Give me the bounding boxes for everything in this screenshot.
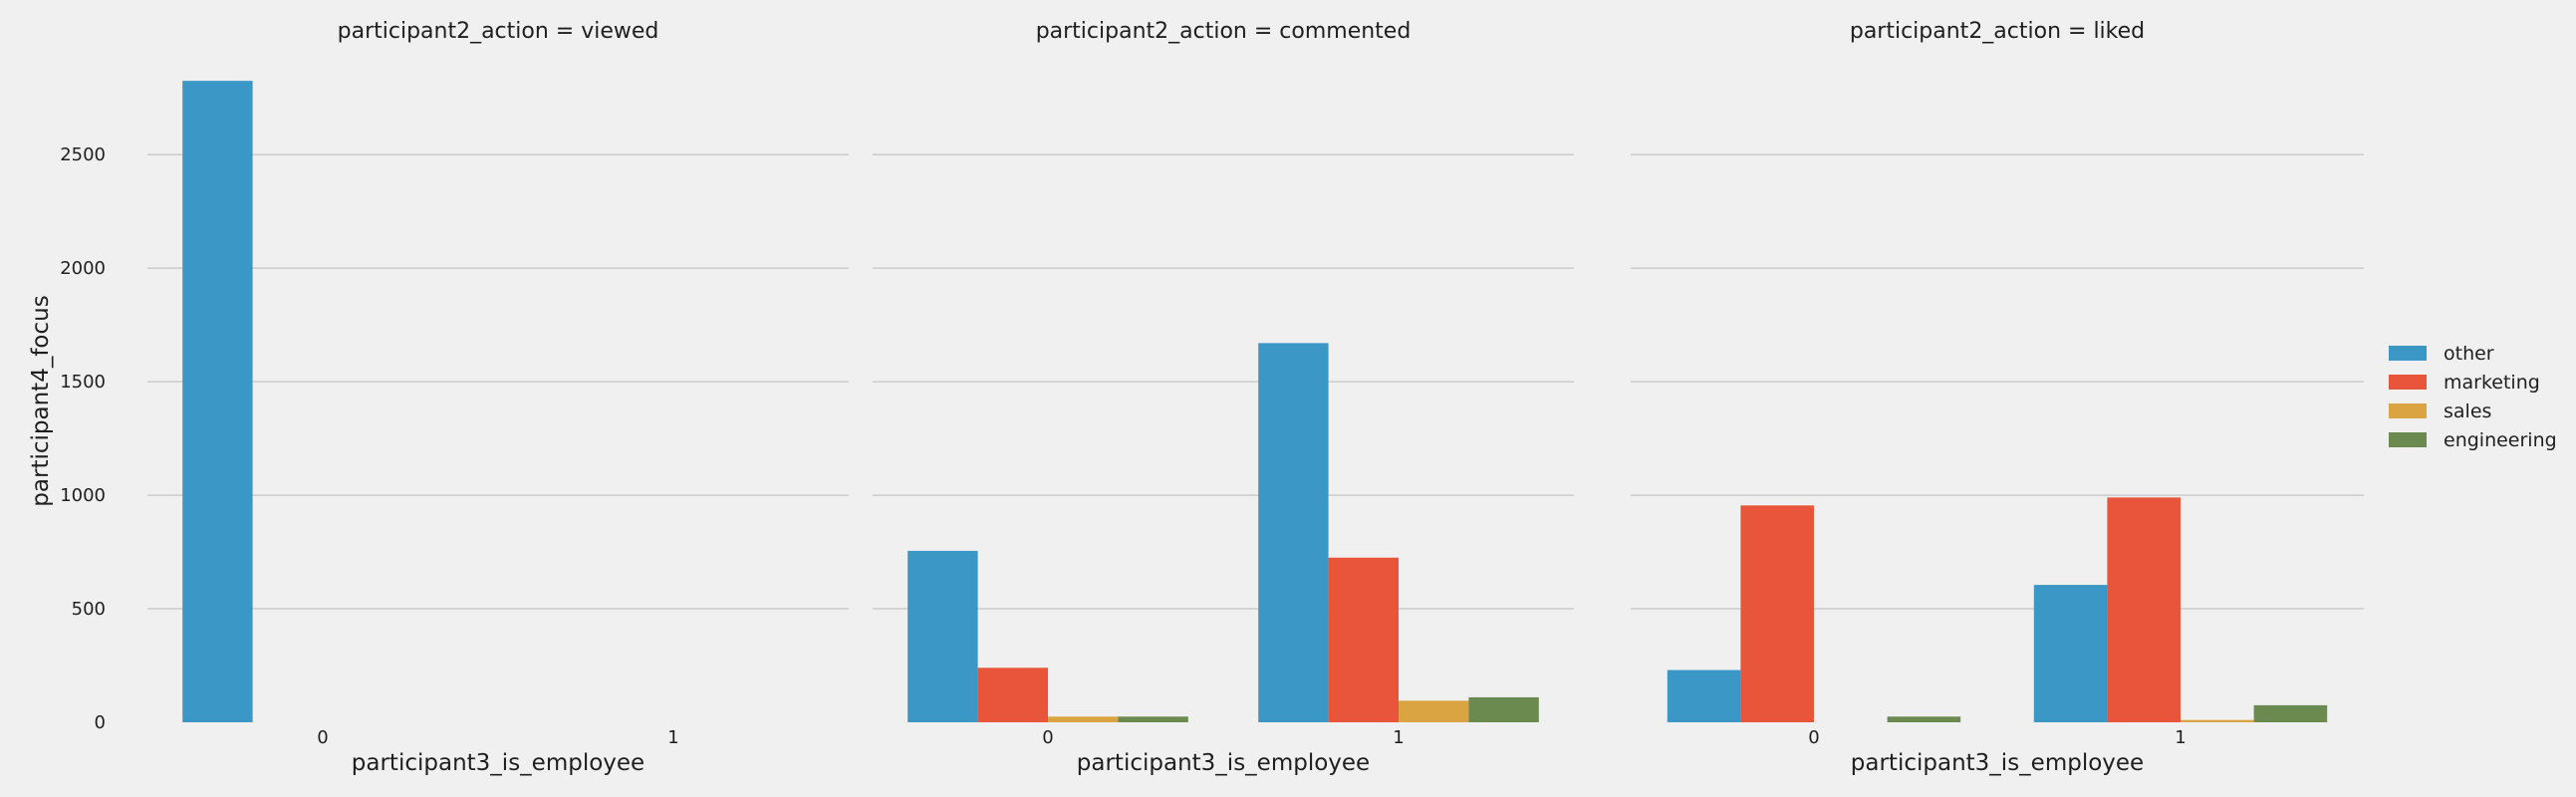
y-axis-label: participant4_focus xyxy=(28,295,54,506)
legend-label-engineering: engineering xyxy=(2444,429,2557,451)
y-tick-label: 2000 xyxy=(60,258,106,279)
bar-sales-1 xyxy=(2181,719,2254,722)
legend-swatch-other xyxy=(2389,346,2427,361)
bar-other-0 xyxy=(182,81,253,722)
bar-sales-0 xyxy=(1048,716,1119,722)
bar-engineering-1 xyxy=(1468,696,1539,722)
bar-other-0 xyxy=(1667,669,1741,722)
bar-marketing-1 xyxy=(2107,497,2181,722)
x-tick-label: 0 xyxy=(317,727,328,748)
bar-engineering-1 xyxy=(2253,704,2328,722)
x-tick-label: 1 xyxy=(1393,727,1404,748)
y-tick-label: 500 xyxy=(72,599,106,620)
x-axis-label: participant3_is_employee xyxy=(1077,750,1370,776)
bar-marketing-1 xyxy=(1328,557,1399,722)
x-axis-label: participant3_is_employee xyxy=(1851,750,2144,776)
y-tick-label: 2500 xyxy=(60,144,106,165)
legend-label-sales: sales xyxy=(2444,400,2491,422)
y-tick-label: 1000 xyxy=(60,485,106,506)
x-tick-label: 0 xyxy=(1042,727,1053,748)
legend-label-other: other xyxy=(2444,343,2494,365)
legend-swatch-engineering xyxy=(2389,432,2427,447)
bar-engineering-0 xyxy=(1887,716,1961,722)
panel-title: participant2_action = commented xyxy=(1036,19,1412,44)
bar-other-1 xyxy=(1258,343,1329,722)
x-tick-label: 1 xyxy=(667,727,678,748)
legend-swatch-marketing xyxy=(2389,375,2427,390)
y-tick-label: 0 xyxy=(95,712,106,733)
legend-label-marketing: marketing xyxy=(2444,372,2540,394)
x-tick-label: 1 xyxy=(2175,727,2186,748)
bar-sales-1 xyxy=(1399,700,1469,722)
bar-engineering-0 xyxy=(1118,716,1188,722)
x-axis-label: participant3_is_employee xyxy=(352,750,644,776)
bar-other-0 xyxy=(907,550,978,722)
panel-title: participant2_action = liked xyxy=(1850,19,2145,44)
bar-marketing-0 xyxy=(977,667,1048,722)
bar-other-1 xyxy=(2033,585,2108,722)
y-tick-label: 1500 xyxy=(60,372,106,393)
x-tick-label: 0 xyxy=(1808,727,1819,748)
bar-marketing-0 xyxy=(1740,505,1814,722)
panel-title: participant2_action = viewed xyxy=(338,19,659,44)
legend-swatch-sales xyxy=(2389,403,2427,418)
